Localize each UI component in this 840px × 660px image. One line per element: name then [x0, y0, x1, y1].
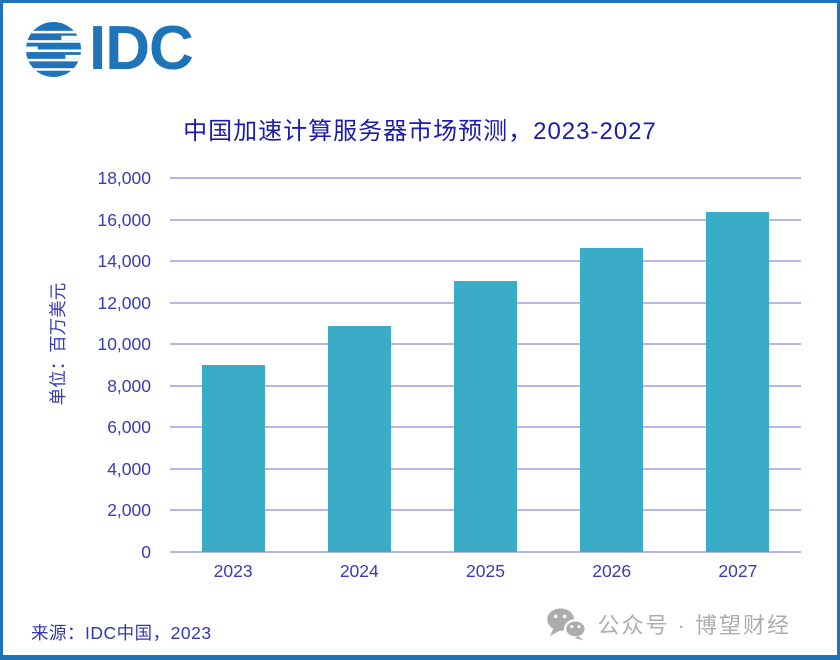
plot-area — [170, 177, 801, 553]
watermark: 公众号 · 博望财经 — [545, 607, 791, 641]
x-axis-labels: 2023 2024 2025 2026 2027 — [170, 561, 801, 587]
y-tick-label: 16,000 — [97, 209, 151, 230]
gridline — [170, 177, 801, 179]
wechat-icon — [547, 608, 588, 641]
bar-2024 — [327, 325, 391, 552]
source-note: 来源：IDC中国，2023 — [31, 623, 212, 643]
x-tick-label: 2026 — [592, 561, 632, 581]
y-tick-label: 8,000 — [107, 375, 151, 396]
gridline — [170, 260, 801, 263]
y-axis-labels: 18,000 16,000 14,000 12,000 10,000 8,000 6,000… — [58, 168, 151, 562]
bar-2023 — [201, 365, 265, 552]
x-tick-label: 2023 — [213, 561, 253, 581]
y-tick-label: 6,000 — [107, 417, 151, 438]
gridline — [170, 218, 801, 221]
x-tick-label: 2027 — [718, 561, 758, 581]
bar-2026 — [580, 247, 644, 552]
y-tick-label: 18,000 — [97, 168, 151, 188]
bar-2025 — [454, 280, 517, 552]
gridline — [170, 551, 801, 553]
x-tick-label: 2024 — [339, 561, 379, 581]
y-tick-label: 0 — [141, 542, 151, 562]
y-tick-label: 10,000 — [97, 334, 151, 355]
y-tick-label: 2,000 — [107, 500, 151, 521]
y-tick-label: 14,000 — [97, 251, 151, 272]
idc-logo: IDC — [25, 14, 194, 83]
idc-globe-icon — [25, 21, 82, 77]
idc-logo-text: IDC — [89, 14, 194, 83]
y-tick-label: 4,000 — [107, 458, 151, 479]
y-tick-label: 12,000 — [97, 292, 151, 313]
chart-title: 中国加速计算服务器市场预测，2023-2027 — [183, 118, 657, 145]
watermark-text: 公众号 · 博望财经 — [597, 613, 791, 638]
bar-2027 — [706, 212, 770, 552]
x-tick-label: 2025 — [466, 561, 505, 581]
